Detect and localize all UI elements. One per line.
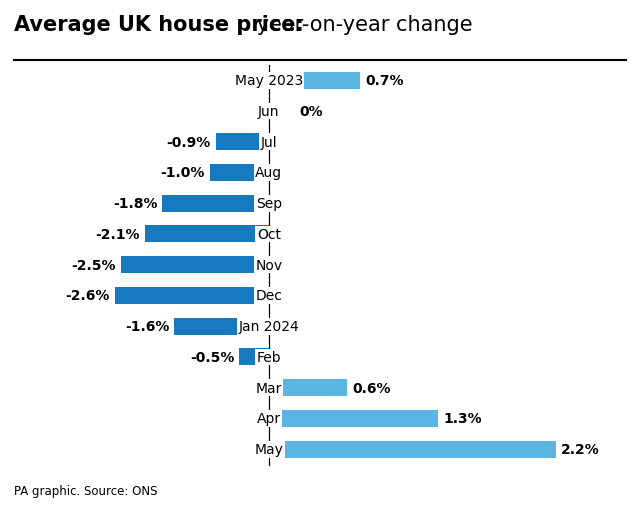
Text: PA graphic. Source: ONS: PA graphic. Source: ONS: [14, 484, 157, 497]
Text: 0.6%: 0.6%: [352, 381, 390, 395]
Text: Nov: Nov: [255, 258, 282, 272]
Text: year-on-year change: year-on-year change: [250, 15, 472, 35]
Text: -2.5%: -2.5%: [72, 258, 116, 272]
Bar: [269, 441, 556, 458]
Text: Dec: Dec: [255, 289, 282, 303]
Text: -1.8%: -1.8%: [113, 197, 157, 211]
Text: 2.2%: 2.2%: [561, 442, 600, 456]
Text: May: May: [254, 442, 284, 456]
Text: Jan 2024: Jan 2024: [239, 320, 299, 333]
Text: 1.3%: 1.3%: [444, 412, 482, 426]
Text: -0.5%: -0.5%: [190, 350, 234, 364]
Text: Jun: Jun: [258, 105, 280, 119]
Bar: [174, 318, 269, 335]
Bar: [145, 226, 269, 243]
Text: -2.6%: -2.6%: [66, 289, 110, 303]
Text: Jul: Jul: [260, 135, 277, 149]
Bar: [216, 134, 269, 151]
Bar: [269, 73, 360, 89]
Text: -2.1%: -2.1%: [95, 227, 140, 241]
Text: -0.9%: -0.9%: [166, 135, 211, 149]
Text: Apr: Apr: [257, 412, 281, 426]
Text: Feb: Feb: [257, 350, 281, 364]
Text: 0%: 0%: [300, 105, 323, 119]
Text: May 2023: May 2023: [235, 74, 303, 88]
Text: Sep: Sep: [256, 197, 282, 211]
Bar: [163, 195, 269, 212]
Bar: [269, 379, 347, 396]
Bar: [115, 287, 269, 304]
Bar: [210, 165, 269, 181]
Text: -1.6%: -1.6%: [125, 320, 169, 333]
Text: -1.0%: -1.0%: [160, 166, 205, 180]
Text: 0.7%: 0.7%: [365, 74, 404, 88]
Text: Average UK house price:: Average UK house price:: [14, 15, 304, 35]
Text: Aug: Aug: [255, 166, 282, 180]
Bar: [121, 257, 269, 274]
Text: Mar: Mar: [255, 381, 282, 395]
Bar: [239, 349, 269, 366]
Text: Oct: Oct: [257, 227, 281, 241]
Bar: [269, 410, 438, 427]
